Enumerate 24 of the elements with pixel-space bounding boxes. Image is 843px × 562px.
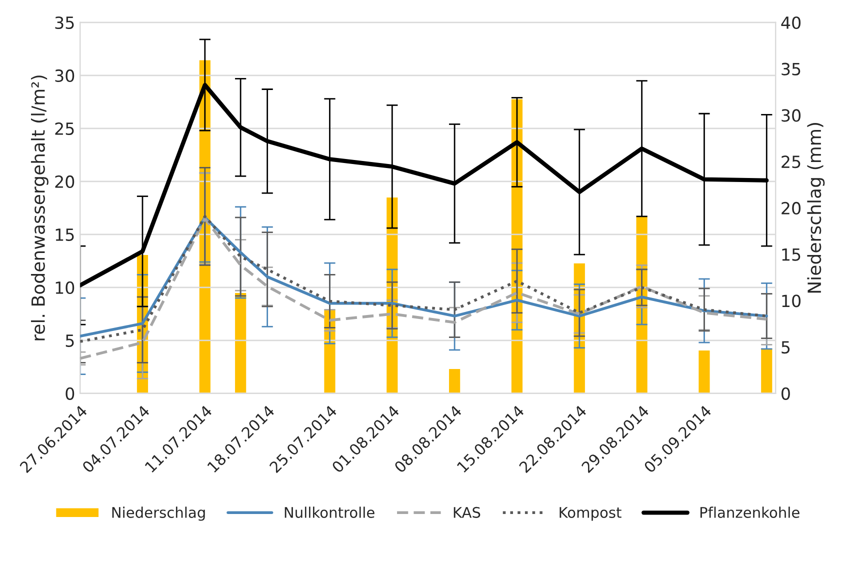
- y2-axis-title: Niederschlag (mm): [807, 123, 825, 293]
- y2-tick-label: 40: [781, 16, 801, 30]
- legend-label: Kompost: [560, 507, 622, 521]
- y-tick-label: 20: [55, 175, 74, 188]
- y-tick-label: 10: [56, 281, 74, 294]
- y-tick-label: 5: [66, 334, 74, 347]
- y2-tick-label: 5: [782, 341, 790, 354]
- y2-tick-label: 20: [782, 202, 801, 215]
- y-tick-label: 30: [55, 69, 74, 82]
- legend-label: Nullkontrolle: [284, 506, 374, 518]
- y2-tick-label: 30: [782, 109, 801, 122]
- y-axis-title: rel. Bodenwassergehalt (l/m²): [30, 76, 48, 340]
- y-tick-label: 15: [56, 228, 74, 242]
- legend-label: Pflanzenkohle: [700, 506, 800, 518]
- y2-tick-label: 15: [782, 248, 800, 261]
- y2-tick-label: 10: [782, 294, 801, 308]
- y-tick-label: 35: [55, 16, 74, 30]
- legend-label: KAS: [454, 506, 480, 518]
- y-tick-label: 25: [55, 122, 74, 136]
- y2-tick-label: 35: [782, 62, 800, 76]
- y-tick-label: 0: [66, 387, 74, 400]
- y2-tick-label: 25: [782, 156, 800, 168]
- legend-label: Niederschlag: [112, 506, 205, 521]
- y2-tick-label: 0: [782, 387, 790, 400]
